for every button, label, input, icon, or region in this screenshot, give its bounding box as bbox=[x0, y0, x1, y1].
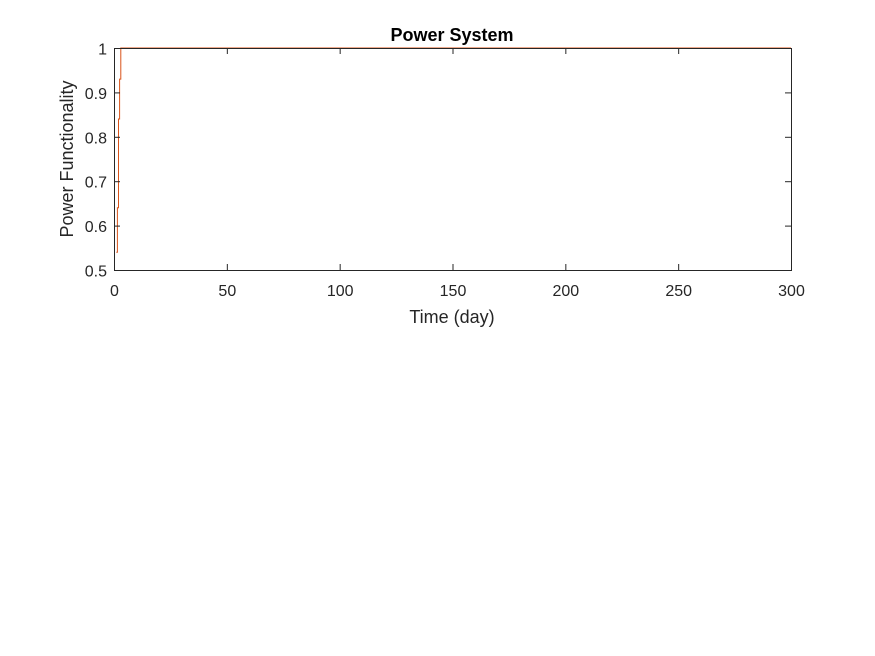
x-axis-label: Time (day) bbox=[409, 307, 494, 327]
y-tick-label: 0.7 bbox=[85, 175, 107, 192]
axes-box bbox=[114, 48, 792, 271]
tick-layer: 0 50 100 150 200 250 300 0.5 0.6 0.7 0.8 0.9 1 bbox=[85, 42, 805, 301]
y-tick-label: 0.5 bbox=[85, 264, 107, 281]
plot-area bbox=[114, 48, 791, 270]
y-tick-label: 1 bbox=[98, 42, 107, 59]
x-tick-label: 250 bbox=[665, 283, 692, 300]
series-line bbox=[116, 47, 791, 253]
x-tick-label: 50 bbox=[218, 283, 236, 300]
y-tick-label: 0.8 bbox=[85, 130, 107, 147]
x-tick-label: 0 bbox=[110, 283, 119, 300]
x-tick-label: 150 bbox=[440, 283, 467, 300]
x-tick-label: 300 bbox=[778, 283, 805, 300]
chart-title: Power System bbox=[390, 25, 513, 45]
y-tick-label: 0.6 bbox=[85, 219, 107, 236]
y-tick-label: 0.9 bbox=[85, 86, 107, 103]
y-axis-label: Power Functionality bbox=[57, 80, 77, 237]
series-layer bbox=[116, 47, 791, 253]
x-tick-label: 100 bbox=[327, 283, 354, 300]
x-tick-label: 200 bbox=[552, 283, 579, 300]
